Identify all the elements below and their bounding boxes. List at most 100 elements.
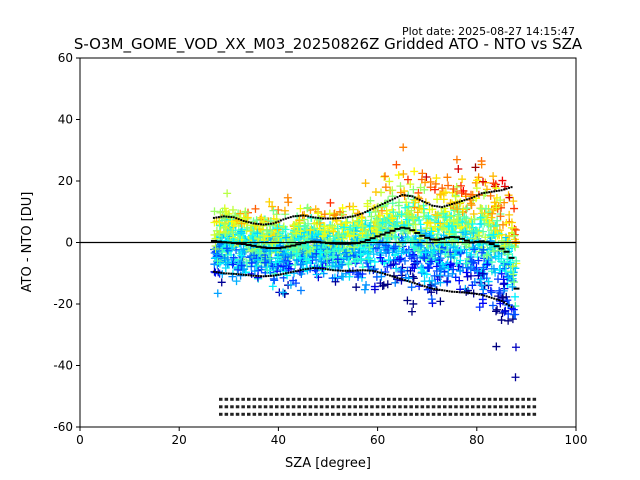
- scatter-point: [383, 233, 392, 242]
- scatter-point: [436, 271, 445, 280]
- band-point: [327, 268, 329, 271]
- band-point: [371, 207, 374, 210]
- scatter-point: [479, 177, 488, 186]
- bin-count-mark: [364, 397, 369, 401]
- scatter-point: [488, 301, 497, 310]
- scatter-point: [497, 316, 506, 325]
- bin-count-mark: [258, 397, 262, 401]
- scatter-point: [437, 208, 446, 217]
- scatter-point: [281, 225, 290, 234]
- band-point: [463, 199, 466, 202]
- bin-count-mark: [342, 405, 346, 409]
- band-point: [418, 198, 421, 201]
- scatter-point: [422, 172, 431, 181]
- scatter-point: [289, 276, 298, 285]
- band-point: [468, 197, 471, 200]
- scatter-point: [463, 204, 472, 213]
- chart-title: S-O3M_GOME_VOD_XX_M03_20250826Z Gridded …: [74, 35, 583, 54]
- bin-count-mark: [286, 412, 290, 416]
- scatter-point: [365, 243, 374, 252]
- bin-count-mark: [370, 405, 374, 409]
- scatter-point: [432, 212, 441, 221]
- band-point: [312, 267, 315, 270]
- scatter-point: [360, 285, 369, 294]
- bin-count-mark: [465, 412, 469, 416]
- scatter-point: [383, 262, 392, 271]
- bin-count-mark: [235, 405, 240, 409]
- band-point: [220, 215, 223, 218]
- band-point: [500, 189, 503, 192]
- scatter-point: [370, 257, 379, 266]
- x-tick-label: 100: [565, 433, 588, 447]
- band-point: [339, 217, 342, 220]
- scatter-point: [456, 181, 465, 190]
- band-point: [225, 215, 228, 218]
- band-point: [237, 218, 240, 221]
- bin-count-mark: [297, 405, 301, 409]
- band-point: [485, 191, 488, 194]
- band-point: [215, 271, 218, 274]
- scatter-point: [496, 299, 505, 308]
- scatter-point: [365, 221, 374, 230]
- scatter-point: [462, 214, 471, 223]
- scatter-point: [505, 210, 514, 219]
- scatter-point: [259, 221, 268, 230]
- bin-count-mark: [336, 405, 341, 409]
- scatter-point: [241, 208, 250, 217]
- band-point: [438, 288, 441, 291]
- bin-count-mark: [527, 412, 531, 416]
- bin-count-mark: [314, 397, 318, 401]
- scatter-point: [473, 267, 482, 276]
- bin-count-mark: [381, 405, 385, 409]
- band-point: [463, 291, 466, 294]
- bin-count-mark: [521, 412, 525, 416]
- scatter-point: [434, 218, 443, 227]
- bin-count-mark: [219, 412, 223, 416]
- scatter-point: [404, 219, 413, 228]
- band-point: [336, 269, 339, 272]
- scatter-point: [510, 230, 519, 239]
- scatter-point: [351, 257, 360, 266]
- bin-count-mark: [224, 397, 229, 401]
- scatter-point: [419, 253, 428, 262]
- band-point: [289, 216, 292, 219]
- scatter-point: [388, 248, 397, 257]
- bin-count-mark: [521, 397, 525, 401]
- band-point: [359, 269, 362, 272]
- bin-count-mark: [459, 412, 464, 416]
- scatter-point: [401, 203, 410, 212]
- bin-count-mark: [510, 397, 514, 401]
- band-point: [341, 216, 344, 219]
- band-point: [473, 292, 476, 295]
- band-point: [252, 274, 255, 277]
- scatter-point: [445, 222, 454, 231]
- scatter-point: [301, 221, 310, 230]
- scatter-point: [508, 315, 517, 324]
- band-point: [441, 289, 444, 292]
- bin-count-mark: [443, 397, 447, 401]
- scatter-point: [422, 240, 431, 249]
- band-point: [438, 205, 441, 208]
- scatter-point: [452, 155, 461, 164]
- band-point: [354, 214, 357, 217]
- bin-count-mark: [347, 397, 352, 401]
- scatter-point: [373, 228, 382, 237]
- scatter-point: [424, 212, 433, 221]
- scatter-point: [367, 212, 376, 221]
- band-point: [470, 196, 473, 199]
- band-point: [480, 293, 483, 296]
- scatter-point: [378, 218, 387, 227]
- band-point: [498, 189, 501, 192]
- band-point: [508, 186, 511, 189]
- x-tick-label: 40: [271, 433, 286, 447]
- scatter-point: [403, 208, 412, 217]
- band-point: [235, 273, 238, 276]
- scatter-point: [334, 244, 343, 253]
- scatter-point: [329, 227, 338, 236]
- scatter-point: [314, 230, 323, 239]
- scatter-point: [496, 212, 505, 221]
- scatter-point: [430, 271, 439, 280]
- scatter-point: [473, 253, 482, 262]
- bin-count-mark: [487, 412, 492, 416]
- scatter-point: [409, 299, 418, 308]
